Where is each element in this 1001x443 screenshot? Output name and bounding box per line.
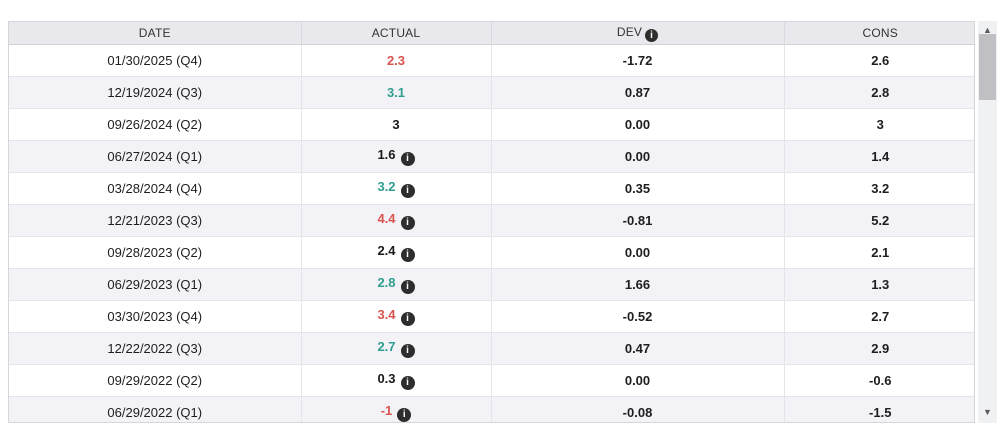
vertical-scrollbar[interactable]: ▲ ▼ [978, 21, 997, 423]
date-cell: 12/22/2022 (Q3) [9, 332, 302, 365]
dev-cell: 0.00 [491, 108, 785, 141]
actual-cell: 2.7 i [301, 332, 492, 365]
dev-cell: 0.87 [491, 76, 785, 109]
cons-cell: 2.6 [784, 44, 974, 77]
table-row: 09/29/2022 (Q2) 0.3 i 0.00 -0.6 [9, 364, 974, 397]
dev-cell: 0.00 [491, 236, 785, 269]
date-cell: 09/26/2024 (Q2) [9, 108, 302, 141]
actual-cell: 3 [301, 108, 492, 141]
scroll-down-arrow-icon[interactable]: ▼ [983, 407, 992, 417]
dev-info-icon[interactable]: i [645, 28, 659, 42]
dev-cell: -0.52 [491, 300, 785, 333]
cons-cell: 5.2 [784, 204, 974, 237]
scrollbar-thumb[interactable] [979, 34, 996, 100]
cons-cell: -1.5 [784, 396, 974, 422]
cons-cell: 1.3 [784, 268, 974, 301]
actual-value: 2.3 [386, 53, 406, 68]
table-row: 01/30/2025 (Q4) 2.3 -1.72 2.6 [9, 44, 974, 77]
dev-cell: 0.35 [491, 172, 785, 205]
actual-cell: 2.8 i [301, 268, 492, 301]
table-row: 03/30/2023 (Q4) 3.4 i -0.52 2.7 [9, 300, 974, 333]
actual-value: 3 [392, 117, 400, 132]
actual-info-icon[interactable]: i [400, 376, 415, 390]
dev-cell: -0.08 [491, 396, 785, 422]
date-cell: 03/30/2023 (Q4) [9, 300, 302, 333]
dev-cell: -0.81 [491, 204, 785, 237]
dev-cell: 0.00 [491, 140, 785, 173]
cons-cell: 2.9 [784, 332, 974, 365]
date-cell: 06/27/2024 (Q1) [9, 140, 302, 173]
cons-cell: -0.6 [784, 364, 974, 397]
scroll-up-arrow-icon[interactable]: ▲ [983, 25, 992, 35]
actual-info-icon[interactable]: i [400, 344, 415, 358]
column-header-dev: DEV i [491, 22, 785, 45]
actual-info-icon[interactable]: i [397, 408, 412, 422]
column-header-actual: ACTUAL [301, 22, 492, 45]
economic-history-table-container: DATE ACTUAL DEV i CONS 01/30/2025 (Q4) 2.… [8, 21, 975, 423]
actual-value: 4.4 [377, 211, 396, 226]
column-header-date-label: DATE [138, 26, 171, 40]
cons-cell: 2.8 [784, 76, 974, 109]
cons-cell: 1.4 [784, 140, 974, 173]
cons-cell: 3 [784, 108, 974, 141]
table-body: 01/30/2025 (Q4) 2.3 -1.72 2.6 12/19/2024… [9, 44, 974, 422]
column-header-actual-label: ACTUAL [371, 26, 421, 40]
actual-value: 2.7 [377, 339, 396, 354]
date-cell: 01/30/2025 (Q4) [9, 44, 302, 77]
cons-cell: 3.2 [784, 172, 974, 205]
actual-cell: 3.4 i [301, 300, 492, 333]
dev-cell: -1.72 [491, 44, 785, 77]
actual-value: 2.4 [377, 243, 396, 258]
actual-cell: -1 i [301, 396, 492, 422]
actual-cell: 2.4 i [301, 236, 492, 269]
cons-cell: 2.7 [784, 300, 974, 333]
actual-cell: 0.3 i [301, 364, 492, 397]
actual-cell: 4.4 i [301, 204, 492, 237]
header-row: DATE ACTUAL DEV i CONS [9, 22, 974, 45]
actual-value: 3.4 [377, 307, 396, 322]
column-header-cons-label: CONS [862, 26, 898, 40]
actual-cell: 3.2 i [301, 172, 492, 205]
dev-cell: 1.66 [491, 268, 785, 301]
actual-value: 2.8 [377, 275, 396, 290]
actual-value: 3.2 [377, 179, 396, 194]
actual-cell: 2.3 [301, 44, 492, 77]
actual-cell: 1.6 i [301, 140, 492, 173]
table-row: 12/19/2024 (Q3) 3.1 0.87 2.8 [9, 76, 974, 109]
actual-value: -1 [380, 403, 393, 418]
date-cell: 12/19/2024 (Q3) [9, 76, 302, 109]
actual-value: 3.1 [386, 85, 406, 100]
actual-info-icon[interactable]: i [400, 216, 415, 230]
table-row: 12/21/2023 (Q3) 4.4 i -0.81 5.2 [9, 204, 974, 237]
table-row: 09/26/2024 (Q2) 3 0.00 3 [9, 108, 974, 141]
actual-value: 1.6 [377, 147, 396, 162]
date-cell: 09/29/2022 (Q2) [9, 364, 302, 397]
table-row: 03/28/2024 (Q4) 3.2 i 0.35 3.2 [9, 172, 974, 205]
actual-info-icon[interactable]: i [400, 184, 415, 198]
actual-info-icon[interactable]: i [400, 312, 415, 326]
actual-value: 0.3 [377, 371, 396, 386]
table-row: 12/22/2022 (Q3) 2.7 i 0.47 2.9 [9, 332, 974, 365]
column-header-date: DATE [9, 22, 302, 45]
actual-info-icon[interactable]: i [400, 152, 415, 166]
economic-history-table: DATE ACTUAL DEV i CONS 01/30/2025 (Q4) 2.… [9, 22, 974, 422]
table-row: 06/29/2022 (Q1) -1 i -0.08 -1.5 [9, 396, 974, 422]
actual-info-icon[interactable]: i [400, 248, 415, 262]
date-cell: 03/28/2024 (Q4) [9, 172, 302, 205]
actual-info-icon[interactable]: i [400, 280, 415, 294]
table-row: 06/27/2024 (Q1) 1.6 i 0.00 1.4 [9, 140, 974, 173]
table-row: 06/29/2023 (Q1) 2.8 i 1.66 1.3 [9, 268, 974, 301]
actual-cell: 3.1 [301, 76, 492, 109]
date-cell: 12/21/2023 (Q3) [9, 204, 302, 237]
date-cell: 06/29/2023 (Q1) [9, 268, 302, 301]
cons-cell: 2.1 [784, 236, 974, 269]
table-row: 09/28/2023 (Q2) 2.4 i 0.00 2.1 [9, 236, 974, 269]
column-header-cons: CONS [784, 22, 974, 45]
dev-cell: 0.00 [491, 364, 785, 397]
date-cell: 06/29/2022 (Q1) [9, 396, 302, 422]
column-header-dev-label: DEV [616, 24, 643, 39]
dev-cell: 0.47 [491, 332, 785, 365]
date-cell: 09/28/2023 (Q2) [9, 236, 302, 269]
